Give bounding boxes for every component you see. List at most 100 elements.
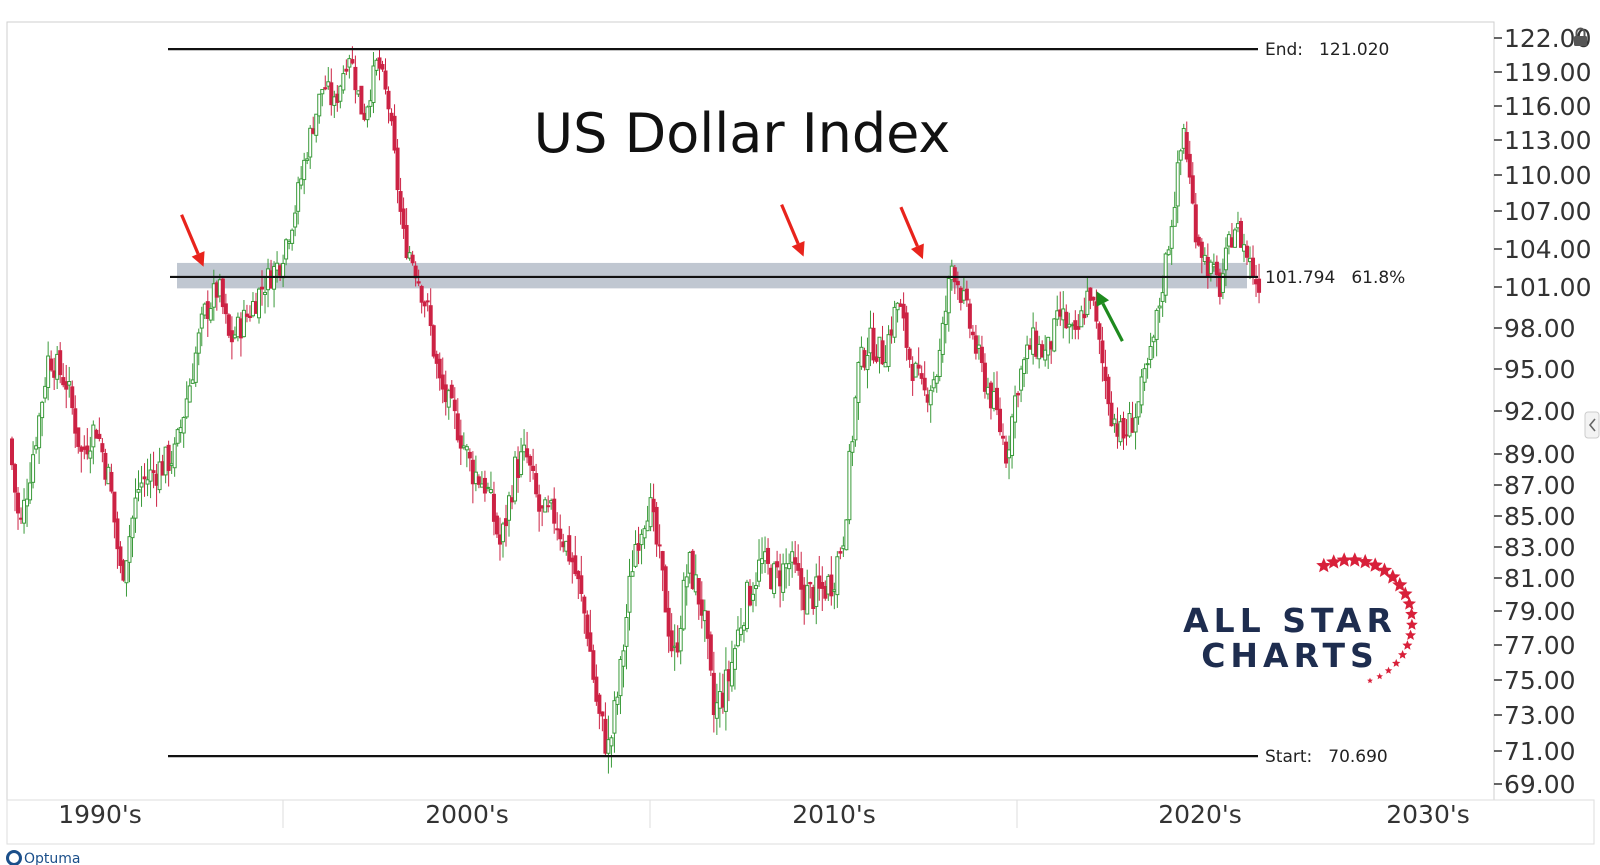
- candle: [365, 105, 370, 128]
- candle: [952, 264, 957, 295]
- candle: [1106, 374, 1111, 416]
- svg-text:69.00: 69.00: [1504, 770, 1576, 799]
- candle: [1097, 321, 1102, 355]
- candle: [525, 431, 530, 464]
- candle: [567, 526, 572, 565]
- candle: [383, 58, 388, 95]
- candle: [446, 388, 451, 420]
- candle: [70, 380, 75, 415]
- candle: [46, 341, 51, 401]
- candle: [1187, 140, 1192, 184]
- candle: [757, 539, 762, 587]
- candle: [708, 631, 713, 677]
- candle: [157, 447, 162, 494]
- candle: [1073, 310, 1078, 340]
- end-level-label: End: 121.020: [1265, 40, 1389, 60]
- candle: [964, 280, 969, 307]
- candle: [735, 616, 740, 648]
- star-icon: [1405, 629, 1416, 640]
- candle: [934, 374, 939, 393]
- star-icon: [1392, 577, 1408, 592]
- lock-icon[interactable]: [1574, 27, 1587, 47]
- candle: [1103, 349, 1108, 400]
- candle: [1178, 148, 1183, 176]
- price-candles: [10, 46, 1262, 774]
- svg-text:71.00: 71.00: [1504, 737, 1576, 766]
- candle: [594, 664, 599, 706]
- y-tick: 83.00: [1494, 533, 1576, 562]
- candle: [395, 139, 400, 204]
- svg-text:119.00: 119.00: [1504, 58, 1591, 87]
- candle: [871, 312, 876, 364]
- svg-text:85.00: 85.00: [1504, 502, 1576, 531]
- candle: [338, 84, 343, 109]
- candle: [317, 93, 322, 124]
- svg-text:89.00: 89.00: [1504, 440, 1576, 469]
- candle: [257, 287, 261, 324]
- logo-line-1: ALL STAR: [1183, 601, 1397, 640]
- candle: [865, 337, 870, 389]
- candle: [799, 551, 804, 611]
- svg-text:95.00: 95.00: [1504, 355, 1576, 384]
- candle: [208, 302, 213, 324]
- candle: [624, 604, 629, 670]
- y-tick: 81.00: [1494, 564, 1576, 593]
- candle: [916, 347, 921, 376]
- candle: [467, 448, 472, 472]
- candle: [663, 564, 668, 613]
- candle: [970, 325, 975, 340]
- candle: [284, 238, 289, 266]
- candle: [1245, 240, 1249, 266]
- star-icon: [1398, 586, 1413, 601]
- candle: [22, 488, 27, 534]
- svg-text:107.00: 107.00: [1504, 197, 1591, 226]
- star-icon: [1384, 666, 1393, 674]
- candle: [247, 305, 252, 322]
- y-tick: 95.00: [1494, 355, 1576, 384]
- candle: [455, 398, 460, 443]
- y-tick: 92.00: [1494, 397, 1576, 426]
- y-tick: 75.00: [1494, 666, 1576, 695]
- candle: [1166, 245, 1171, 256]
- candle: [344, 59, 349, 76]
- candle: [738, 608, 743, 642]
- all-star-charts-logo: ALL STAR CHARTS: [1183, 552, 1418, 684]
- optuma-label: Optuma: [24, 851, 81, 865]
- candle: [633, 530, 638, 568]
- candle: [636, 526, 641, 565]
- y-tick: 87.00: [1494, 471, 1576, 500]
- candle: [507, 491, 512, 537]
- candle: [1157, 297, 1162, 323]
- candle: [729, 640, 734, 692]
- candle: [552, 487, 557, 534]
- candle: [244, 304, 249, 323]
- candle: [1013, 385, 1018, 439]
- candle: [814, 563, 819, 625]
- collapse-panel-icon[interactable]: [1584, 411, 1600, 439]
- candle: [543, 497, 548, 513]
- candle: [296, 176, 301, 225]
- candle: [946, 275, 951, 332]
- candle: [464, 443, 469, 468]
- candle: [922, 361, 927, 396]
- candle: [341, 65, 346, 94]
- candle: [151, 451, 156, 489]
- candle: [314, 113, 319, 143]
- candle: [1085, 277, 1090, 318]
- candle: [1196, 234, 1201, 247]
- chart-title: US Dollar Index: [534, 102, 951, 165]
- candle: [1238, 217, 1243, 248]
- fib-level-label: 101.794 61.8%: [1265, 268, 1405, 288]
- candle: [1214, 255, 1219, 287]
- candle: [796, 544, 801, 576]
- start-level-label: Start: 70.690: [1265, 747, 1388, 767]
- candle: [678, 615, 683, 665]
- candle: [428, 288, 433, 336]
- candle: [651, 483, 656, 532]
- candle: [1133, 403, 1138, 450]
- candle: [919, 365, 924, 385]
- candle: [699, 581, 704, 629]
- candle: [193, 346, 198, 387]
- star-icon: [1367, 677, 1373, 684]
